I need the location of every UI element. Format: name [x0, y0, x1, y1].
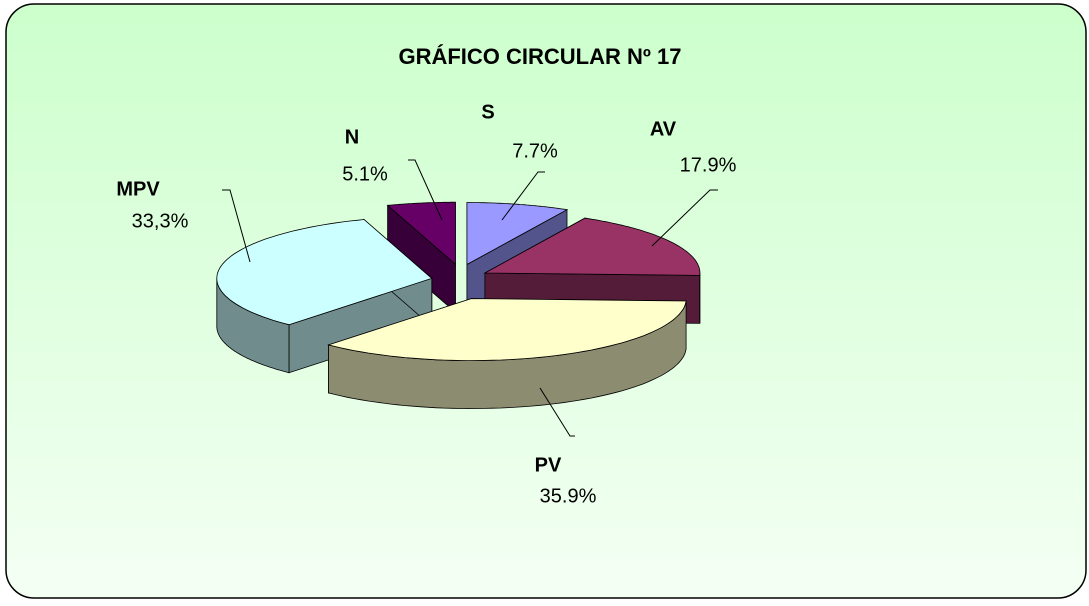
chart-title: GRÁFICO CIRCULAR Nº 17: [398, 44, 681, 69]
value-label: 35.9%: [540, 485, 597, 507]
category-label: PV: [535, 454, 562, 476]
category-label: S: [481, 101, 494, 123]
value-label: 7.7%: [512, 140, 558, 162]
category-label: N: [345, 126, 359, 148]
value-label: 17.9%: [680, 154, 737, 176]
category-label: AV: [650, 118, 677, 140]
value-label: 33,3%: [132, 210, 189, 232]
value-label: 5.1%: [342, 163, 388, 185]
category-label: MPV: [116, 178, 160, 200]
